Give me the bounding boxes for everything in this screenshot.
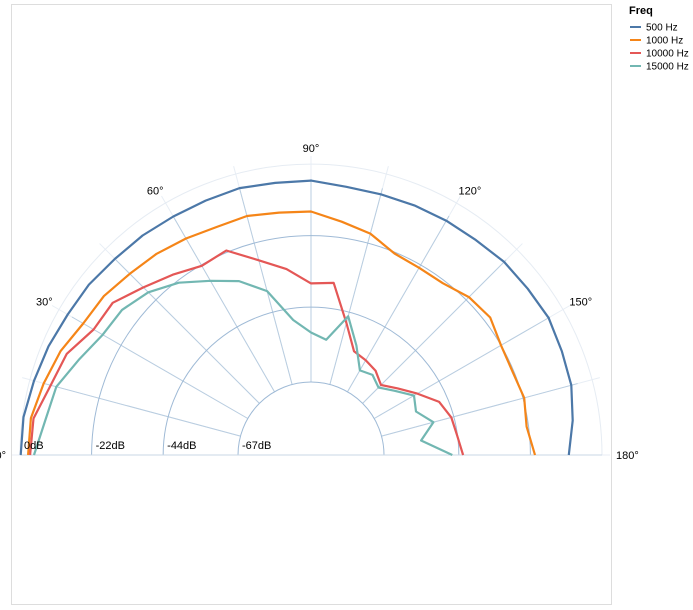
- radial-tick-label: -67dB: [242, 440, 271, 452]
- series-line-10000-hz: [29, 249, 465, 456]
- angle-tick-label: 30°: [36, 297, 53, 309]
- axis-labels: 0° 30° 60° 90° 120° 150° 180° 0dB -22dB -44dB -67d…: [0, 143, 639, 462]
- angle-tick-label: 150°: [569, 297, 592, 309]
- legend-label: 1000 Hz: [646, 36, 683, 47]
- grid-ring: [237, 381, 385, 456]
- angle-tick-label: 90°: [303, 143, 320, 155]
- grid-spoke: [362, 259, 507, 404]
- grid-spoke: [347, 215, 450, 393]
- grid-ring: [19, 163, 603, 456]
- grid-spoke: [329, 188, 383, 385]
- grid-spoke: [373, 316, 551, 419]
- legend-label: 500 Hz: [646, 23, 678, 34]
- radial-tick-label: -22dB: [96, 440, 125, 452]
- grid: [12, 156, 610, 456]
- series-line-1000-hz: [27, 210, 537, 456]
- series-line-15000-hz: [32, 279, 453, 456]
- series-line-500-hz: [19, 179, 574, 456]
- grid-spoke: [239, 188, 293, 385]
- legend: Freq 500 Hz 1000 Hz 10000 Hz 15000 Hz: [629, 5, 689, 73]
- angle-tick-label: 0°: [0, 450, 6, 462]
- legend-label: 10000 Hz: [646, 49, 689, 60]
- angle-tick-label: 60°: [147, 186, 164, 198]
- grid-spoke: [172, 215, 275, 393]
- radial-tick-label: -44dB: [167, 440, 196, 452]
- angle-tick-label: 180°: [616, 450, 639, 462]
- legend-title: Freq: [629, 5, 653, 17]
- grid-spoke: [381, 383, 578, 437]
- series-lines: [19, 179, 574, 456]
- grid-spoke: [71, 316, 249, 419]
- angle-tick-label: 120°: [459, 186, 482, 198]
- radial-tick-label: 0dB: [24, 440, 44, 452]
- grid-spoke: [115, 259, 260, 404]
- legend-label: 15000 Hz: [646, 62, 689, 73]
- grid-ring: [162, 306, 460, 456]
- grid-spoke: [44, 383, 241, 437]
